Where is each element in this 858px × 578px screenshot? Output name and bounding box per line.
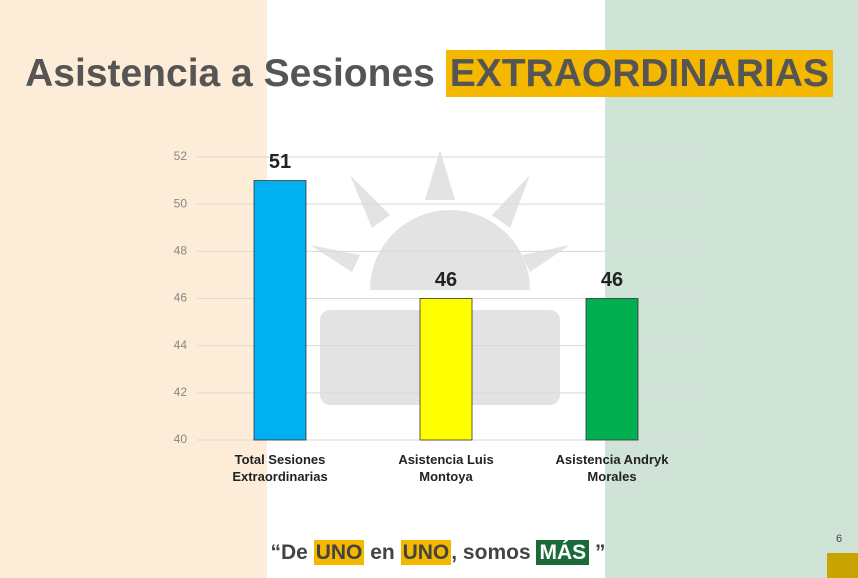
slogan-text: ”	[594, 541, 606, 564]
title-text: Asistencia a Sesiones	[25, 52, 435, 95]
value-label: 46	[435, 269, 457, 291]
slogan-highlight: UNO	[400, 540, 452, 565]
slogan-text: , somos	[451, 541, 531, 564]
watermark-logo	[310, 150, 570, 405]
bar	[585, 298, 639, 441]
y-tick-label: 44	[174, 338, 188, 352]
bar	[253, 180, 307, 441]
left-band	[0, 0, 267, 578]
slogan-highlight: UNO	[313, 540, 365, 565]
y-tick-label: 50	[174, 196, 188, 210]
y-tick-label: 40	[174, 432, 188, 446]
y-tick-label: 52	[174, 149, 188, 163]
slide-title: Asistencia a Sesiones EXTRAORDINARIAS	[0, 50, 858, 97]
y-tick-label: 42	[174, 385, 188, 399]
y-tick-label: 48	[174, 244, 188, 258]
x-tick-label: Total Sesiones Extraordinarias	[232, 452, 328, 484]
title-highlight: EXTRAORDINARIAS	[445, 50, 833, 97]
x-tick-label: Asistencia Luis Montoya	[398, 452, 494, 484]
page-number: 6	[836, 533, 843, 545]
y-tick-label: 46	[174, 291, 188, 305]
slogan-text: “De	[270, 541, 308, 564]
value-label: 46	[601, 269, 623, 291]
slogan-text: en	[370, 541, 395, 564]
value-label: 51	[269, 151, 291, 173]
slogan: “De UNO en UNO, somos MÁS ”	[0, 540, 858, 565]
bar	[419, 298, 473, 441]
corner-square	[827, 553, 858, 578]
x-tick-label: Asistencia Andryk Morales	[555, 452, 669, 484]
slogan-highlight: MÁS	[536, 540, 590, 565]
